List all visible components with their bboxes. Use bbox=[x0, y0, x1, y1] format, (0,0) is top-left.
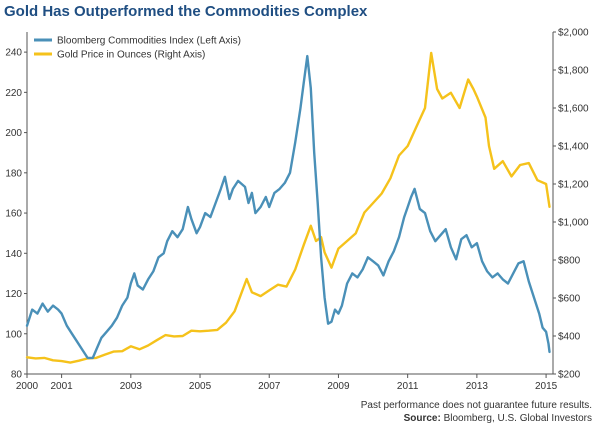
x-tick-label: 2003 bbox=[120, 381, 143, 392]
right-tick-label: $800 bbox=[558, 256, 581, 267]
x-tick-label: 2000 bbox=[16, 381, 39, 392]
series-line-gold-price bbox=[25, 51, 551, 364]
right-tick-label: $1,800 bbox=[558, 66, 589, 77]
left-tick-label: 140 bbox=[5, 249, 22, 260]
x-tick-label: 2013 bbox=[466, 381, 489, 392]
source-label: Source: bbox=[403, 413, 441, 424]
right-tick-label: $1,400 bbox=[558, 142, 589, 153]
source-text: Bloomberg, U.S. Global Investors bbox=[440, 413, 592, 424]
series-line-bloomberg-commodities-index bbox=[25, 54, 551, 360]
right-tick-label: $400 bbox=[558, 332, 581, 343]
chart-ticks: 80 100 120 140 160 180 200 220 240 $200 $400 $600 $8… bbox=[5, 28, 589, 393]
left-tick-label: 160 bbox=[5, 209, 22, 220]
x-tick-label: 2005 bbox=[189, 381, 212, 392]
right-tick-label: $600 bbox=[558, 294, 581, 305]
legend-label: Gold Price in Ounces (Right Axis) bbox=[57, 50, 205, 61]
x-tick-label: 2007 bbox=[258, 381, 281, 392]
chart-axes bbox=[26, 32, 554, 375]
x-tick-label: 2001 bbox=[50, 381, 73, 392]
chart-legend: Bloomberg Commodities Index (Left Axis) G… bbox=[34, 36, 241, 61]
right-tick-label: $200 bbox=[558, 370, 581, 381]
chart-series bbox=[25, 51, 551, 364]
chart-title: Gold Has Outperformed the Commodities Co… bbox=[4, 3, 368, 20]
right-tick-label: $1,000 bbox=[558, 218, 589, 229]
left-tick-label: 120 bbox=[5, 289, 22, 300]
x-tick-label: 2015 bbox=[535, 381, 558, 392]
right-tick-label: $2,000 bbox=[558, 28, 589, 39]
source-note: Source: Bloomberg, U.S. Global Investors bbox=[404, 413, 592, 424]
left-tick-label: 220 bbox=[5, 88, 22, 99]
left-tick-label: 180 bbox=[5, 168, 22, 179]
x-tick-label: 2011 bbox=[397, 381, 419, 392]
legend-label: Bloomberg Commodities Index (Left Axis) bbox=[57, 36, 241, 47]
left-tick-label: 80 bbox=[11, 370, 23, 381]
left-tick-label: 200 bbox=[5, 128, 22, 139]
left-tick-label: 100 bbox=[5, 329, 22, 340]
footnote: Past performance does not guarantee futu… bbox=[360, 400, 592, 411]
left-tick-label: 240 bbox=[5, 48, 22, 59]
x-tick-label: 2009 bbox=[327, 381, 350, 392]
right-tick-label: $1,600 bbox=[558, 104, 589, 115]
right-tick-label: $1,200 bbox=[558, 180, 589, 191]
